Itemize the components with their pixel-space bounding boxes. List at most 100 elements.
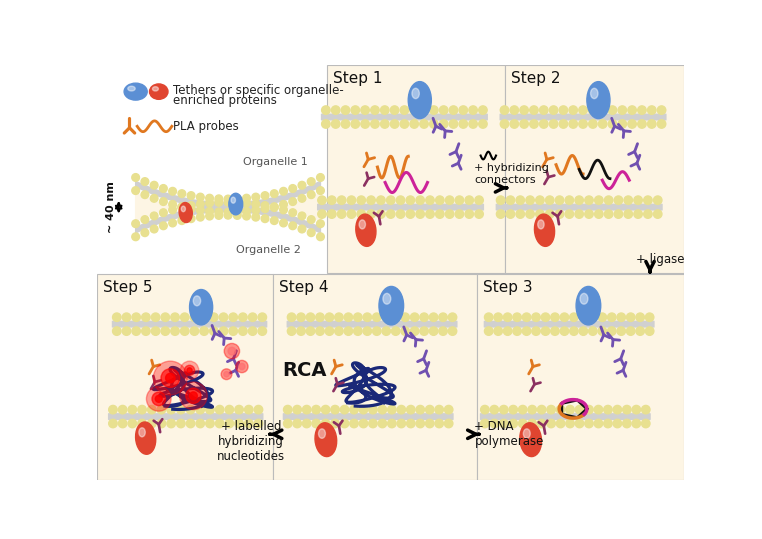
Circle shape [378, 419, 386, 428]
Circle shape [426, 210, 434, 218]
Circle shape [197, 194, 204, 201]
Circle shape [617, 327, 626, 335]
Circle shape [141, 178, 149, 185]
Circle shape [420, 327, 428, 335]
Circle shape [496, 196, 505, 204]
Text: Organelle 1: Organelle 1 [243, 157, 308, 167]
Circle shape [559, 106, 568, 114]
Circle shape [315, 327, 324, 335]
Circle shape [242, 208, 251, 215]
Circle shape [566, 419, 575, 428]
Circle shape [537, 419, 546, 428]
Circle shape [369, 419, 377, 428]
Circle shape [271, 204, 278, 211]
Circle shape [425, 419, 434, 428]
Circle shape [224, 198, 232, 206]
Ellipse shape [538, 220, 544, 229]
Circle shape [138, 419, 146, 428]
Circle shape [608, 106, 616, 114]
Circle shape [386, 210, 395, 218]
Circle shape [618, 120, 626, 128]
FancyBboxPatch shape [112, 321, 267, 328]
Circle shape [252, 200, 260, 208]
Circle shape [565, 196, 574, 204]
Circle shape [380, 120, 389, 128]
Circle shape [604, 210, 613, 218]
Circle shape [350, 405, 358, 414]
Circle shape [516, 210, 524, 218]
Text: + labelled
hybridizing
nucleotides: + labelled hybridizing nucleotides [217, 420, 285, 464]
Circle shape [325, 313, 334, 321]
Circle shape [539, 106, 548, 114]
Circle shape [312, 405, 320, 414]
Circle shape [328, 210, 336, 218]
Circle shape [373, 313, 381, 321]
Circle shape [141, 216, 149, 224]
Circle shape [187, 205, 195, 212]
Circle shape [159, 198, 167, 205]
Circle shape [148, 405, 156, 414]
Circle shape [594, 210, 603, 218]
Circle shape [118, 405, 127, 414]
Circle shape [429, 327, 438, 335]
Circle shape [551, 327, 559, 335]
Circle shape [347, 196, 356, 204]
Circle shape [150, 195, 158, 202]
Circle shape [168, 219, 177, 227]
Circle shape [331, 120, 340, 128]
Circle shape [388, 405, 396, 414]
Circle shape [604, 196, 613, 204]
Circle shape [479, 120, 487, 128]
Circle shape [642, 419, 650, 428]
Circle shape [206, 208, 213, 215]
FancyBboxPatch shape [477, 274, 684, 480]
Circle shape [532, 313, 540, 321]
Circle shape [455, 196, 463, 204]
Circle shape [390, 106, 399, 114]
Circle shape [258, 327, 267, 335]
Circle shape [216, 405, 224, 414]
Circle shape [541, 327, 549, 335]
Circle shape [426, 196, 434, 204]
Circle shape [141, 191, 149, 198]
Circle shape [386, 196, 395, 204]
Circle shape [440, 106, 448, 114]
Circle shape [152, 392, 165, 406]
Circle shape [407, 405, 415, 414]
Ellipse shape [534, 214, 555, 246]
Circle shape [150, 225, 158, 233]
Circle shape [448, 327, 456, 335]
Circle shape [224, 195, 232, 203]
Circle shape [551, 313, 559, 321]
Circle shape [632, 405, 641, 414]
Circle shape [530, 120, 538, 128]
Circle shape [233, 198, 241, 206]
Circle shape [187, 202, 195, 210]
Circle shape [298, 225, 306, 233]
Circle shape [316, 233, 325, 240]
Circle shape [526, 196, 534, 204]
Circle shape [233, 212, 241, 219]
Circle shape [608, 120, 616, 128]
Circle shape [128, 405, 136, 414]
Circle shape [344, 313, 353, 321]
Circle shape [510, 106, 518, 114]
Circle shape [598, 120, 607, 128]
Circle shape [500, 106, 509, 114]
Circle shape [261, 205, 269, 212]
Circle shape [161, 313, 169, 321]
Circle shape [229, 327, 238, 335]
Circle shape [196, 419, 204, 428]
Circle shape [235, 419, 243, 428]
Text: RCA: RCA [282, 361, 326, 380]
Text: PLA probes: PLA probes [173, 120, 239, 133]
Circle shape [271, 190, 278, 197]
Circle shape [624, 210, 632, 218]
Ellipse shape [190, 289, 213, 325]
Circle shape [197, 200, 204, 208]
Circle shape [579, 313, 588, 321]
Ellipse shape [576, 286, 600, 325]
Circle shape [604, 419, 612, 428]
Circle shape [444, 405, 453, 414]
Circle shape [261, 192, 269, 199]
